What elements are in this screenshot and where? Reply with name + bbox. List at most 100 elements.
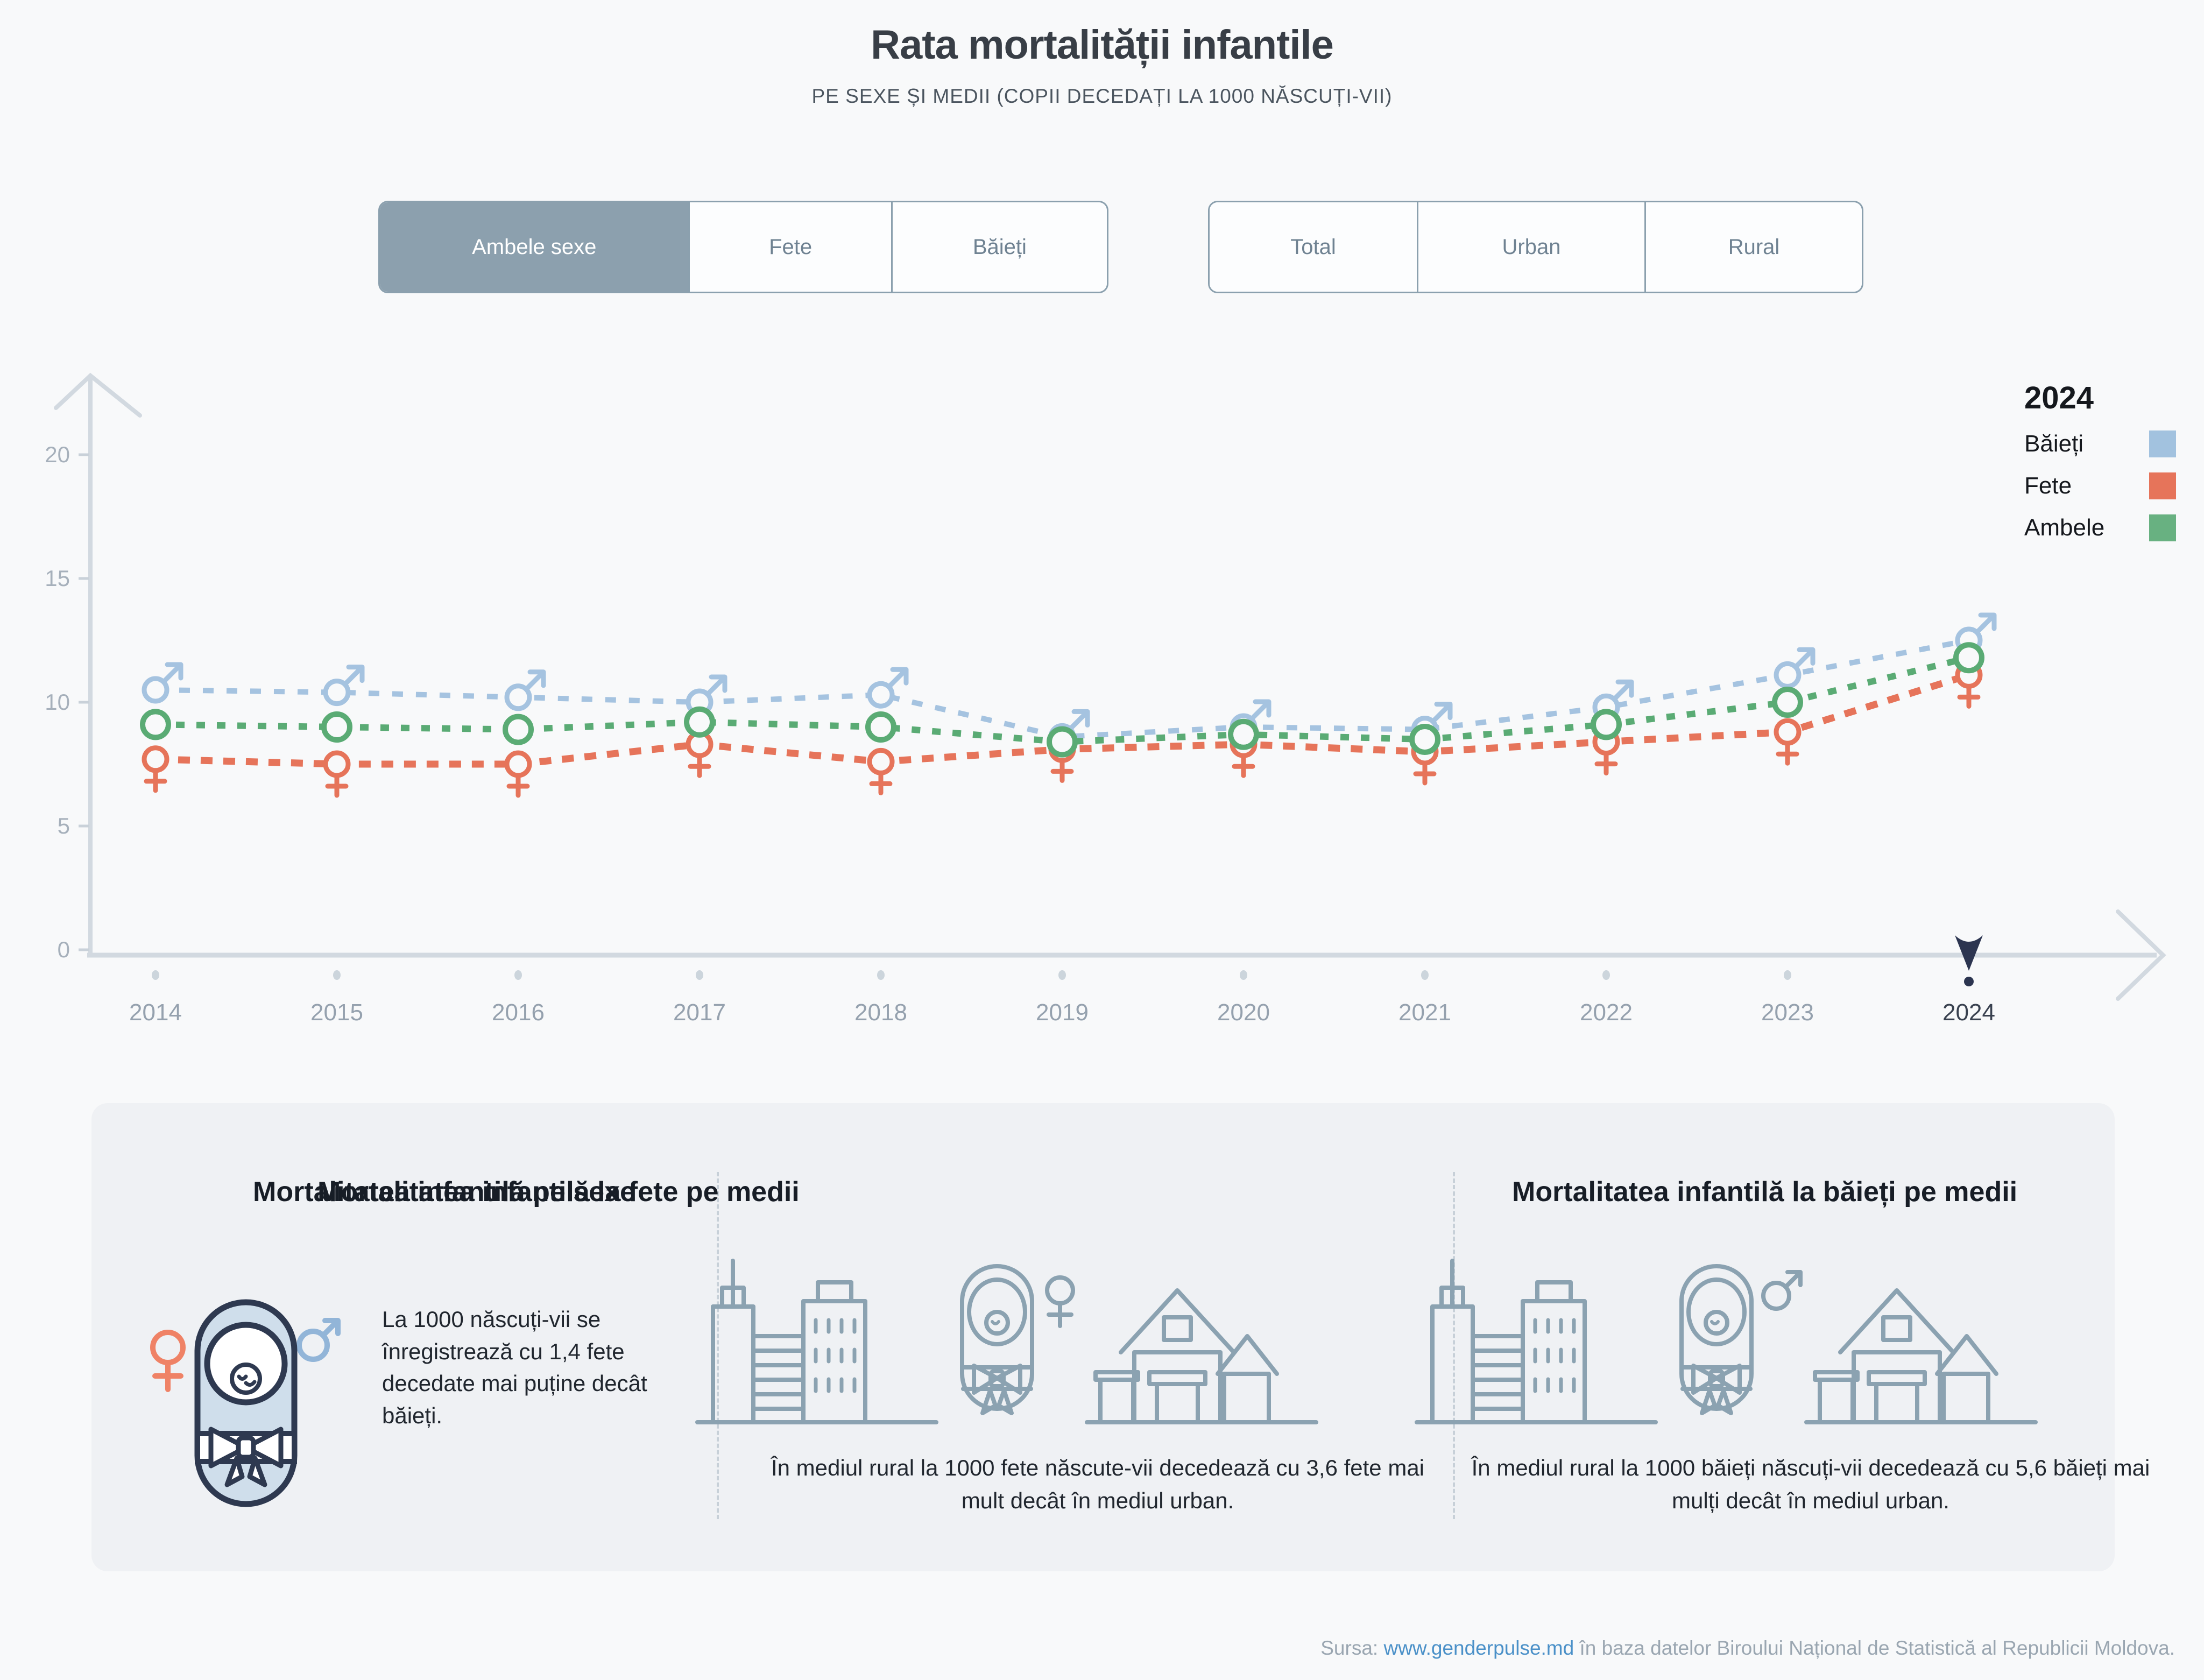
card-title-baieti-medii: Mortalitatea infantilă la băieți pe medi… (1512, 1176, 2018, 1208)
marker-female-2014 (142, 745, 169, 793)
legend-label: Fete (2024, 472, 2072, 499)
bow-icon (208, 1427, 284, 1487)
swaddled-baby-icon (194, 1299, 298, 1507)
legend-swatch-boys (2149, 430, 2176, 457)
highlight-year-pointer (1955, 935, 1983, 971)
page-title: Rata mortalității infantile (871, 22, 1334, 68)
x-tick-label-2020: 2020 (1217, 999, 1270, 1026)
source-link[interactable]: www.genderpulse.md (1383, 1637, 1574, 1659)
card-divider (1453, 1172, 1455, 1519)
x-tick-label-2015: 2015 (310, 999, 363, 1026)
legend-swatch-both (2149, 514, 2176, 541)
legend-item-baieti: Băieți (2024, 430, 2176, 458)
marker-circle-2017 (684, 706, 715, 738)
marker-male-2016 (504, 669, 546, 711)
marker-circle-2023 (1772, 687, 1803, 718)
tab-fete[interactable]: Fete (688, 202, 891, 292)
y-tick-label: 10 (45, 689, 70, 715)
legend-item-ambele: Ambele (2024, 514, 2176, 542)
year-dot (1602, 970, 1610, 980)
female-icon (1045, 1275, 1075, 1328)
year-dot (877, 970, 885, 980)
marker-circle-2024 (1953, 642, 1984, 674)
area-filter-group: Total Urban Rural (1208, 201, 1863, 293)
page-subtitle: PE SEXE ȘI MEDII (COPII DECEDAȚI LA 1000… (811, 85, 1393, 107)
source-note: Sursa: www.genderpulse.md în baza datelo… (1320, 1637, 2175, 1660)
card-text-sexe: La 1000 născuți-vii se înregistrează cu … (382, 1307, 647, 1428)
year-dot (696, 970, 703, 980)
highlight-year-dot (1964, 977, 1974, 986)
source-suffix: în baza datelor Biroului Național de Sta… (1574, 1637, 2175, 1659)
city-buildings-icon (1415, 1259, 1658, 1424)
year-dot (333, 970, 341, 980)
male-icon (1761, 1270, 1803, 1311)
year-dot (1421, 970, 1429, 980)
city-baby-boy-house-icon (1415, 1259, 2038, 1424)
x-tick-label-2016: 2016 (492, 999, 545, 1026)
tab-baieti[interactable]: Băieți (891, 202, 1107, 292)
city-buildings-icon (695, 1259, 938, 1424)
year-dot (152, 970, 159, 980)
house-icon (1804, 1288, 2038, 1424)
tab-rural[interactable]: Rural (1644, 202, 1862, 292)
line-chart: 0 5 10 15 20 2014 2015 2016 2017 2018 2019 2020 2021… (45, 372, 2166, 1026)
legend-item-fete: Fete (2024, 472, 2176, 500)
marker-male-2014 (142, 662, 183, 704)
x-tick-label-2018: 2018 (854, 999, 907, 1026)
female-icon (150, 1330, 186, 1392)
marker-circle-2016 (503, 714, 534, 745)
marker-female-2015 (323, 750, 351, 798)
axes: 0 5 10 15 20 (45, 372, 2166, 1001)
marker-female-2023 (1774, 718, 1802, 766)
chart-legend: 2024 Băieți Fete Ambele (2024, 380, 2176, 542)
baby-icon (1679, 1264, 1754, 1415)
marker-male-2018 (867, 667, 909, 709)
x-tick-label-2021: 2021 (1398, 999, 1451, 1026)
y-tick-label: 5 (58, 813, 70, 838)
x-tick-label-2023: 2023 (1761, 999, 1814, 1026)
marker-circle-2019 (1047, 726, 1078, 758)
card-title-fete-medii: Mortalitatea infantilă la fete pe medii (317, 1176, 800, 1208)
marker-female-2017 (686, 730, 714, 778)
year-dot (1240, 970, 1247, 980)
x-tick-label-2014: 2014 (129, 999, 182, 1026)
y-tick-label: 20 (45, 442, 70, 467)
year-dot (1058, 970, 1066, 980)
source-prefix: Sursa: (1320, 1637, 1384, 1659)
card-title-sexe: Mortalitatea infantilă pe sexe (253, 1176, 635, 1208)
baby-icon (960, 1264, 1034, 1415)
year-dot (1784, 970, 1791, 980)
card-text-fete-medii: În mediul rural la 1000 fete născute-vii… (771, 1455, 1425, 1513)
marker-female-2016 (504, 750, 532, 798)
legend-swatch-girls (2149, 472, 2176, 499)
male-icon (296, 1318, 341, 1362)
house-icon (1085, 1288, 1318, 1424)
y-tick-label: 0 (58, 937, 70, 962)
card-divider (717, 1172, 719, 1519)
legend-label: Băieți (2024, 430, 2084, 457)
card-text-baieti-medii: În mediul rural la 1000 băieți născuți-v… (1471, 1455, 2150, 1513)
x-tick-label-2024: 2024 (1942, 999, 1995, 1026)
series-line-Băieți (155, 638, 1969, 740)
info-panel: Mortalitatea infantilă pe sexe Mortalita… (91, 1103, 2150, 1571)
legend-label: Ambele (2024, 514, 2105, 541)
sex-filter-group: Ambele sexe Fete Băieți (378, 201, 1108, 293)
marker-female-2018 (867, 747, 895, 795)
marker-circle-2021 (1409, 724, 1440, 755)
y-tick-label: 15 (45, 566, 70, 591)
city-baby-girl-house-icon (695, 1259, 1318, 1424)
baby-sexes-icon (150, 1299, 341, 1507)
marker-male-2015 (323, 665, 365, 707)
x-tick-label-2019: 2019 (1036, 999, 1089, 1026)
marker-circle-2020 (1228, 718, 1259, 750)
tab-urban[interactable]: Urban (1417, 202, 1644, 292)
tab-ambele-sexe[interactable]: Ambele sexe (380, 202, 689, 292)
marker-circle-2018 (865, 711, 896, 743)
marker-circle-2015 (321, 711, 352, 743)
series-markers-Ambele (140, 642, 1984, 758)
marker-male-2023 (1774, 647, 1816, 689)
x-tick-label-2017: 2017 (673, 999, 726, 1026)
marker-circle-2014 (140, 709, 171, 740)
tab-total[interactable]: Total (1210, 202, 1417, 292)
